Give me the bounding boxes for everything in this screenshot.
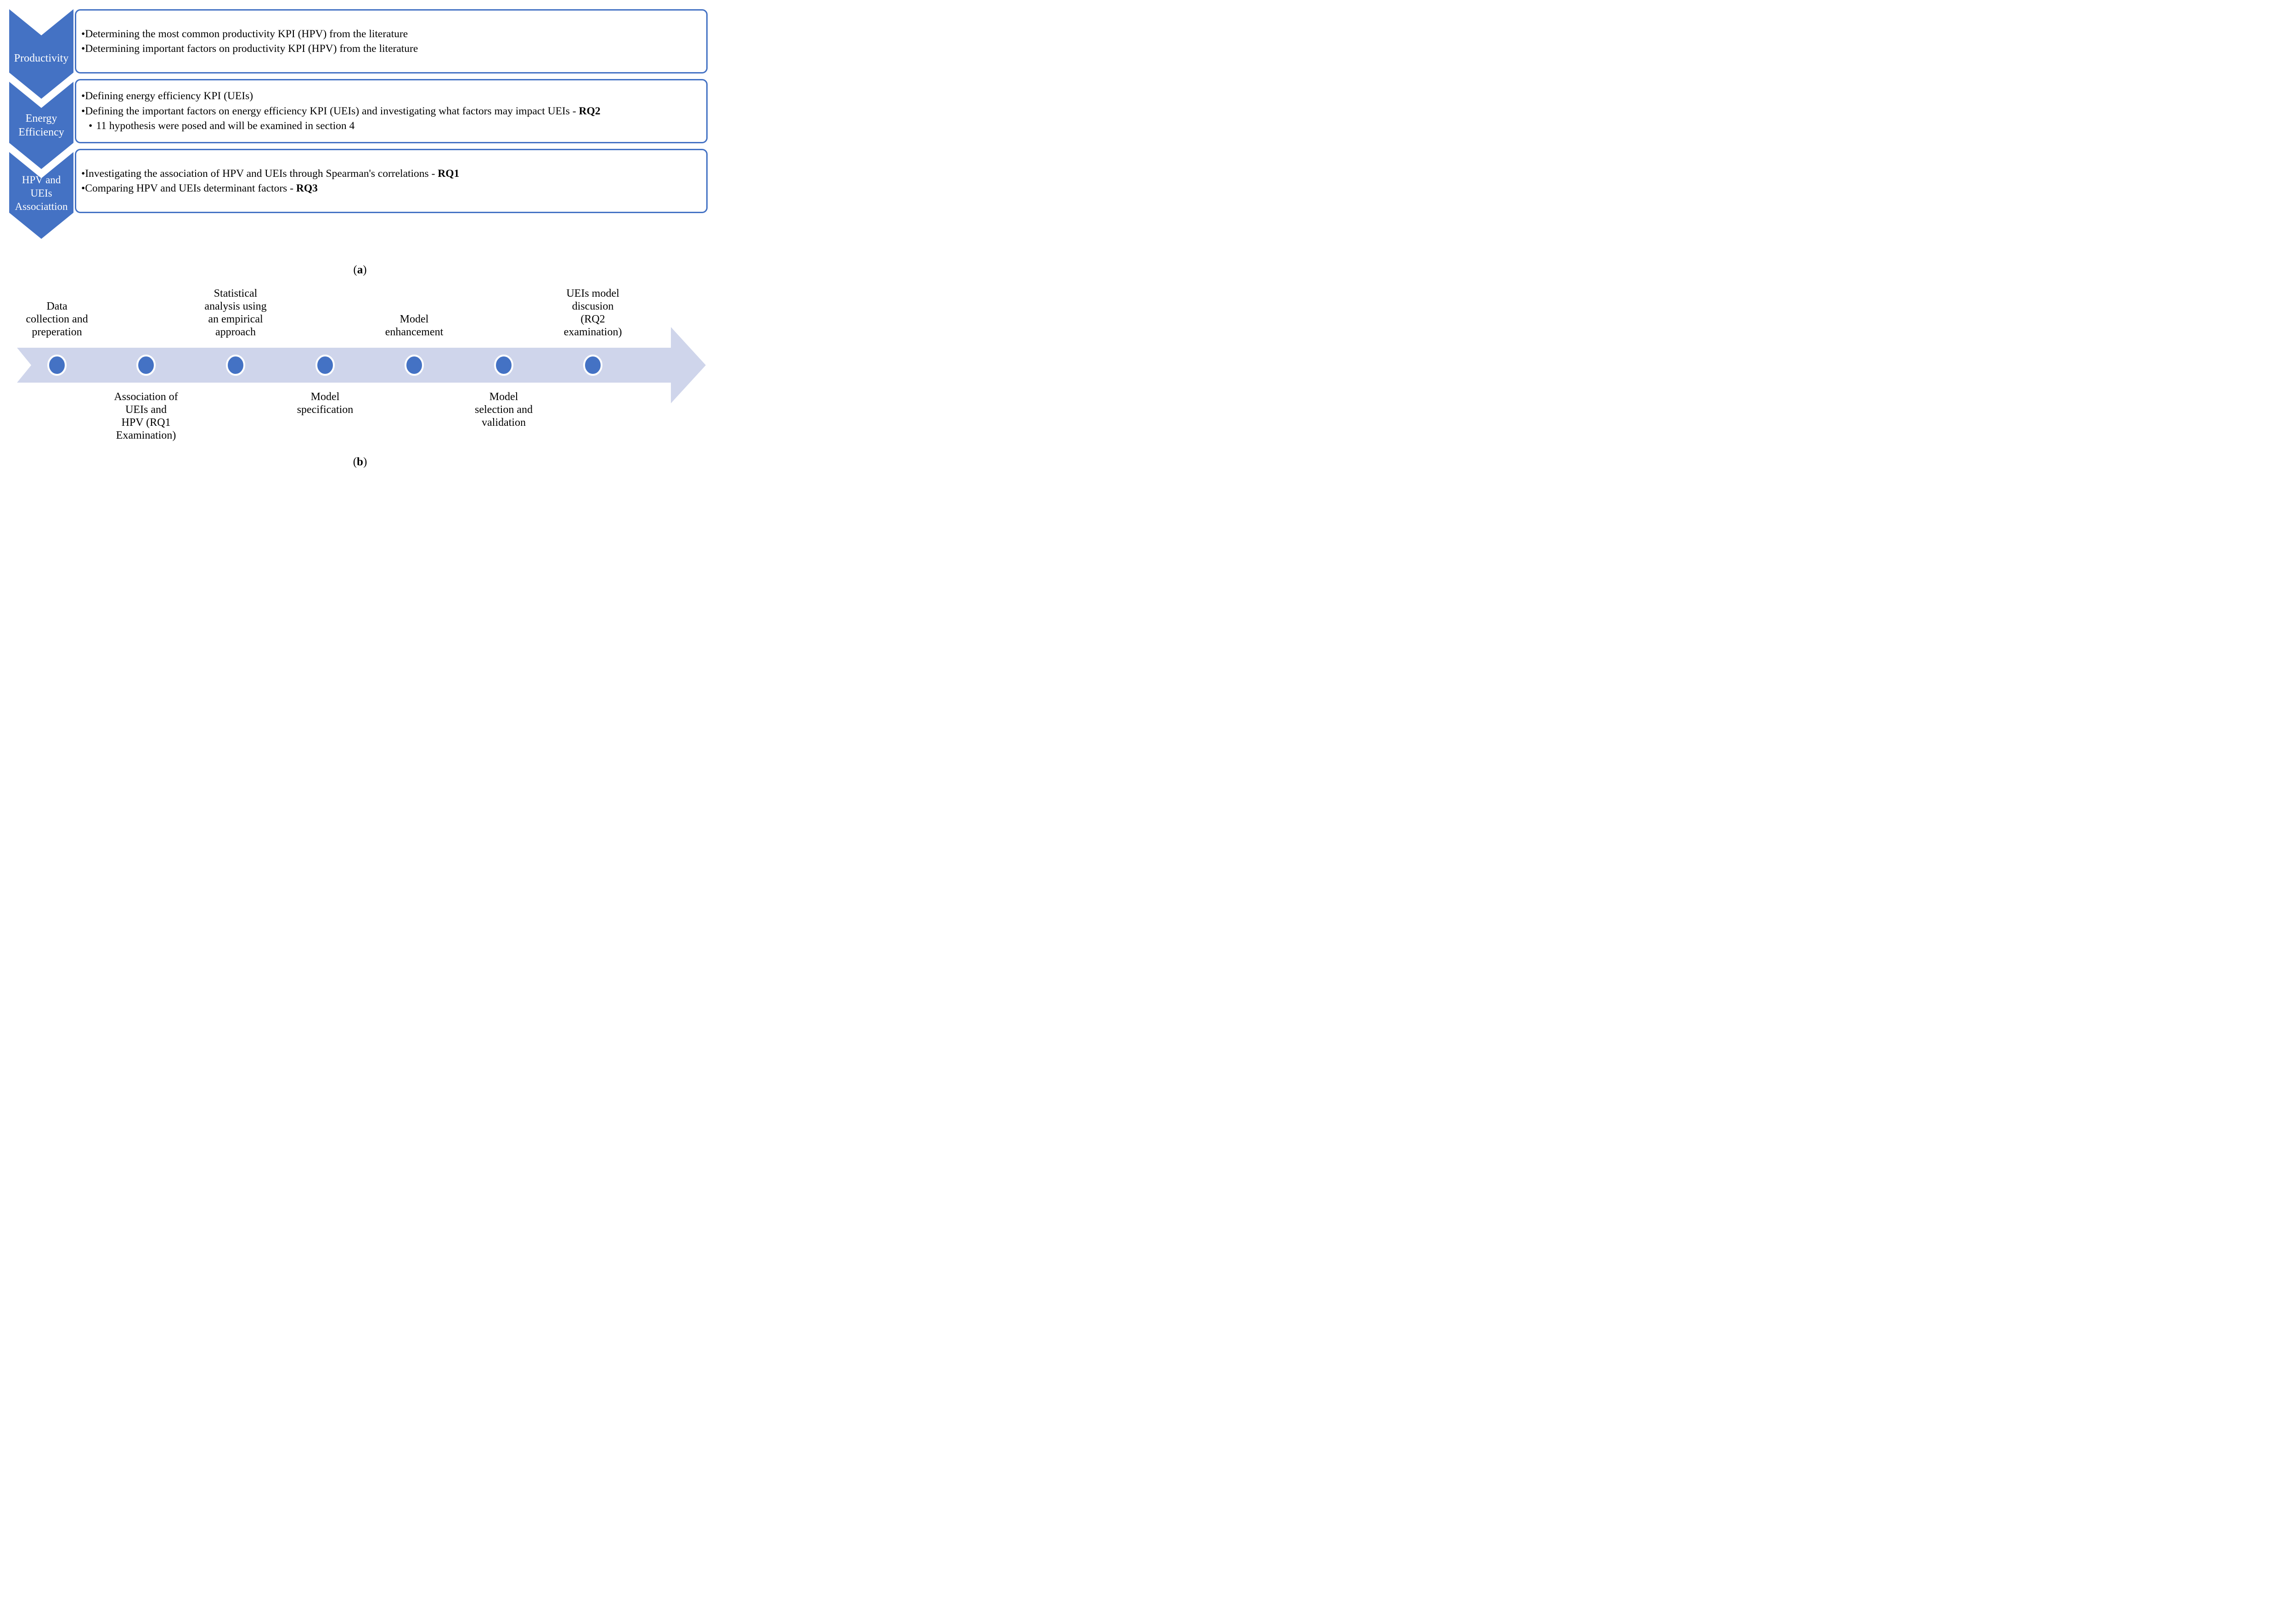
step-box-hpv-ueis-association: Investigating the association of HPV and… [75, 149, 708, 213]
timeline-label-line: Statistical [214, 288, 258, 299]
caption-b: (b) [353, 456, 367, 468]
chevron-energy-efficiency [9, 82, 73, 169]
timeline-label-data-collection: Data collection and preperation [9, 300, 105, 339]
figure-canvas: Productivity Energy Efficiency HPV and U… [0, 0, 720, 474]
timeline-node-6 [494, 355, 513, 376]
chevron-label-line: Energy [25, 113, 57, 124]
chevron-label-line: UEIs [30, 187, 52, 199]
timeline-label-association-ueis-hpv: Association of UEIs and HPV (RQ1 Examina… [98, 390, 194, 442]
timeline-label-line: enhancement [385, 326, 444, 338]
timeline-label-line: (RQ2 [580, 313, 605, 325]
bullet-item: Investigating the association of HPV and… [81, 166, 706, 181]
bullet-item: Defining energy efficiency KPI (UEIs) [81, 89, 706, 104]
timeline-node-4 [315, 355, 335, 376]
step-box-energy-efficiency: Defining energy efficiency KPI (UEIs) De… [75, 79, 708, 143]
chevron-label-line: Associattion [15, 201, 68, 212]
timeline-label-line: Examination) [116, 429, 176, 441]
timeline-label-line: approach [215, 326, 256, 338]
timeline-node-1 [47, 355, 67, 376]
bullet-sub-item: 11 hypothesis were posed and will be exa… [81, 119, 706, 134]
timeline-label-line: validation [482, 417, 526, 429]
timeline-label-line: Model [489, 391, 518, 403]
bullet-item: Defining the important factors on energy… [81, 104, 706, 119]
timeline-label-line: examination) [563, 326, 622, 338]
timeline-label-line: analysis using [204, 300, 267, 312]
timeline-label-line: Model [310, 391, 340, 403]
chevron-label-hpv-ueis-association: HPV and UEIs Associattion [9, 173, 73, 213]
timeline-label-line: UEIs model [566, 288, 619, 299]
timeline-arrow-ribbon [17, 327, 706, 403]
chevron-label-energy-efficiency: Energy Efficiency [9, 112, 73, 139]
timeline-label-model-specification: Model specification [277, 390, 373, 416]
timeline-label-line: Data [46, 300, 68, 312]
timeline-label-ueis-model-discussion: UEIs model discusion (RQ2 examination) [545, 287, 641, 339]
timeline-label-line: discusion [572, 300, 614, 312]
timeline-label-statistical-analysis: Statistical analysis using an empirical … [187, 287, 284, 339]
step-box-productivity: Determining the most common productivity… [75, 9, 708, 73]
timeline-label-line: Model [400, 313, 429, 325]
bullet-item: Determining the most common productivity… [81, 27, 706, 42]
chevron-label-productivity: Productivity [9, 51, 73, 65]
timeline-label-line: an empirical [208, 313, 263, 325]
timeline-label-line: Association of [114, 391, 178, 403]
timeline-label-model-selection-validation: Model selection and validation [456, 390, 552, 429]
bullet-item: Comparing HPV and UEIs determinant facto… [81, 181, 706, 196]
chevron-label-line: Efficiency [18, 126, 64, 138]
timeline-label-line: specification [297, 404, 354, 416]
bullet-item: Determining important factors on product… [81, 41, 706, 56]
chevron-label-line: Productivity [14, 52, 69, 64]
timeline-label-line: collection and [26, 313, 88, 325]
shapes-layer [9, 9, 706, 403]
caption-a: (a) [353, 264, 367, 276]
chevron-label-line: HPV and [22, 174, 61, 186]
chevron-productivity [9, 9, 73, 99]
timeline-label-line: preperation [32, 326, 82, 338]
timeline-label-model-enhancement: Model enhancement [366, 313, 462, 339]
timeline-label-line: HPV (RQ1 [121, 417, 171, 429]
timeline-node-5 [405, 355, 424, 376]
chevron-hpv-ueis-association [9, 152, 73, 239]
timeline-node-3 [226, 355, 245, 376]
timeline-node-2 [136, 355, 156, 376]
timeline-node-7 [583, 355, 602, 376]
timeline-label-line: selection and [475, 404, 533, 416]
timeline-label-line: UEIs and [125, 404, 167, 416]
